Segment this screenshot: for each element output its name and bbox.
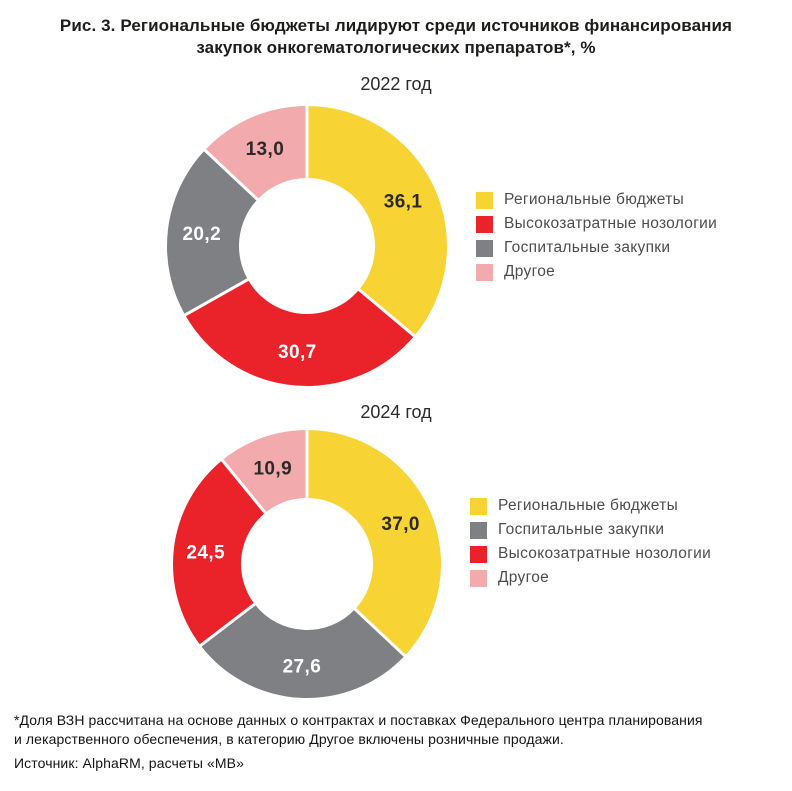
legend-swatch: [476, 263, 493, 281]
figure-3: Рис. 3. Региональные бюджеты лидируют ср…: [0, 0, 792, 771]
footnote-line2: и лекарственного обеспечения, в категори…: [14, 730, 564, 747]
donut-segment: [307, 430, 441, 656]
segment-value-label: 10,9: [253, 458, 292, 479]
chart-block-2024: 2024 год 37,0 27,6 24,5 10,9 Региональные б…: [0, 401, 792, 701]
chart-row-2024: 37,0 27,6 24,5 10,9 Региональные бюджеты Гос…: [0, 427, 792, 701]
donut-segment: [200, 604, 405, 698]
legend-label: Госпитальные закупки: [504, 239, 671, 256]
donut-segment: [204, 106, 307, 200]
segment-separator: [220, 458, 268, 515]
chart-row-2022: 36,1 30,7 20,2 13,0 Региональные бюджеты Выс…: [0, 103, 792, 389]
legend-swatch: [476, 239, 493, 257]
legend-swatch: [470, 545, 487, 563]
legend-2024: Региональные бюджеты Госпитальные закупки…: [470, 497, 711, 593]
legend-2022: Региональные бюджеты Высокозатратные нозо…: [476, 191, 717, 287]
figure-title-line1: Рис. 3. Региональные бюджеты лидируют ср…: [59, 16, 733, 35]
footnote: *Доля ВЗН рассчитана на основе данных о …: [14, 711, 792, 748]
segment-value-label: 20,2: [182, 224, 221, 245]
donut-segment: [167, 150, 258, 315]
chart-subtitle-2024: 2024 год: [360, 402, 432, 422]
legend-swatch: [476, 215, 493, 233]
segment-value-label: 27,6: [283, 656, 322, 677]
donut-chart-2022: 36,1 30,7 20,2 13,0: [167, 105, 448, 387]
donut-segment: [307, 106, 448, 336]
legend-swatch: [470, 569, 487, 587]
figure-title-line2: закупок онкогематологических препаратов*…: [196, 38, 596, 57]
figure-title: Рис. 3. Региональные бюджеты лидируют ср…: [0, 0, 792, 59]
segment-separator: [353, 607, 407, 658]
segment-value-label: 24,5: [186, 543, 225, 564]
legend-item: Высокозатратные нозологии: [476, 215, 717, 233]
legend-label: Другое: [498, 569, 550, 586]
legend-swatch: [476, 191, 493, 209]
segment-value-label: 30,7: [278, 342, 317, 363]
segment-separator: [203, 148, 260, 202]
legend-item: Госпитальные закупки: [476, 239, 717, 257]
donut-segment: [222, 430, 307, 513]
source-line: Источник: AlphaRM, расчеты «МВ»: [14, 755, 244, 771]
segment-separator: [357, 287, 417, 338]
legend-label: Высокозатратные нозологии: [498, 545, 712, 562]
footnote-line1: *Доля ВЗН рассчитана на основе данных о …: [14, 712, 703, 728]
segment-value-label: 13,0: [246, 139, 285, 160]
legend-item: Другое: [470, 569, 711, 587]
legend-item: Высокозатратные нозологии: [470, 545, 711, 563]
segment-value-label: 37,0: [381, 514, 420, 535]
segment-separator: [198, 602, 257, 648]
legend-label: Высокозатратные нозологии: [504, 215, 718, 232]
chart-block-2022: 2022 год 36,1 30,7 20,2 13,0 Региональные б…: [0, 73, 792, 389]
legend-item: Региональные бюджеты: [470, 497, 711, 515]
chart-subtitle-2022: 2022 год: [360, 74, 432, 94]
legend-label: Госпитальные закупки: [498, 521, 665, 538]
segment-separator: [183, 277, 250, 317]
legend-label: Региональные бюджеты: [504, 191, 685, 208]
legend-item: Другое: [476, 263, 717, 281]
legend-item: Госпитальные закупки: [470, 521, 711, 539]
segment-value-label: 36,1: [384, 192, 423, 213]
donut-segment: [173, 460, 266, 646]
legend-item: Региональные бюджеты: [476, 191, 717, 209]
legend-label: Региональные бюджеты: [498, 497, 679, 514]
legend-label: Другое: [504, 263, 556, 280]
donut-chart-2024: 37,0 27,6 24,5 10,9: [173, 429, 441, 698]
donut-segment: [185, 279, 415, 387]
legend-swatch: [470, 521, 487, 539]
legend-swatch: [470, 497, 487, 515]
